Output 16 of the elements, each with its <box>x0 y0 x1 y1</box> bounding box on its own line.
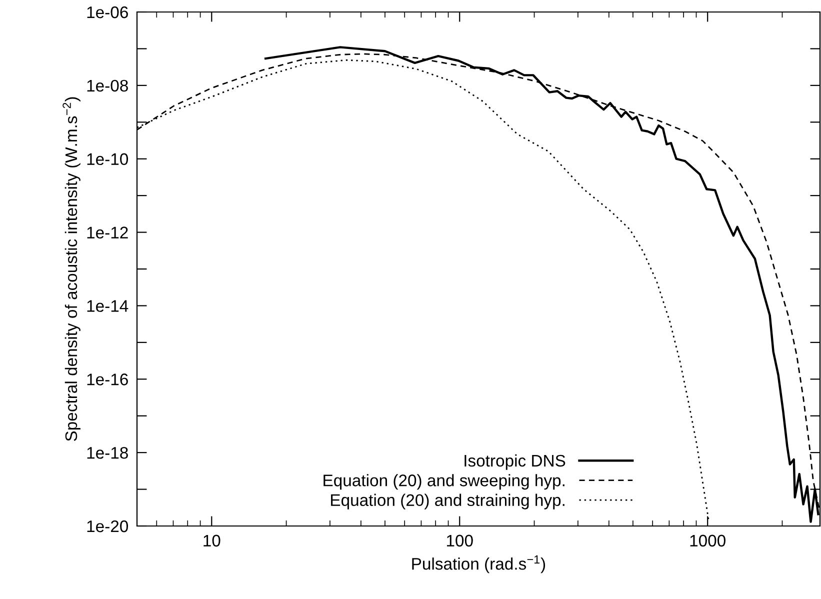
y-tick-label: 1e-12 <box>87 226 128 238</box>
x-tick-label: 100 <box>446 534 473 547</box>
y-tick-label: 1e-14 <box>87 300 128 312</box>
x-axis-title: Pulsation (rad.s$^{−1}$) <box>412 555 546 574</box>
y-tick-label: 1e-18 <box>87 446 128 459</box>
y-tick-label: 1e-06 <box>87 6 128 18</box>
y-tick-label: 1e-16 <box>87 374 128 386</box>
x-tick-label: 1000 <box>690 534 726 547</box>
y-tick-label: 1e-08 <box>87 80 128 92</box>
legend-label: Equation (20) and sweeping hyp. <box>324 474 564 490</box>
legend-label: Equation (20) and straining hyp. <box>331 494 564 510</box>
legend-label: Isotropic DNS <box>464 454 566 470</box>
y-axis-title: Spectral density of acoustic intensity (W.m.s$^{−2}$) <box>62 97 80 441</box>
y-tick-label: 1e-10 <box>87 153 128 166</box>
x-tick-label: 10 <box>204 534 220 547</box>
y-tick-label: 1e-20 <box>87 520 128 532</box>
